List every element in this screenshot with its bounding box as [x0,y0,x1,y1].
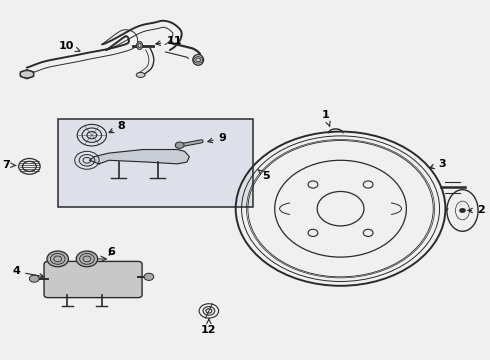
Circle shape [363,229,373,237]
Ellipse shape [447,190,478,231]
Text: 10: 10 [58,41,80,51]
Text: 12: 12 [201,319,217,334]
Circle shape [308,229,318,237]
Text: 5: 5 [258,169,270,181]
Text: 3: 3 [430,159,446,169]
Text: 11: 11 [156,36,182,46]
Ellipse shape [20,71,34,78]
Ellipse shape [136,72,145,77]
Text: 2: 2 [468,206,485,216]
Text: 9: 9 [208,133,226,143]
Circle shape [460,208,465,213]
FancyBboxPatch shape [44,261,142,298]
Circle shape [76,251,98,267]
Circle shape [144,273,154,280]
Polygon shape [89,149,189,164]
Ellipse shape [193,54,203,65]
Text: 4: 4 [12,266,44,278]
Circle shape [175,142,184,148]
Circle shape [363,181,373,188]
Bar [58,119,253,207]
Circle shape [29,275,39,282]
Text: 7: 7 [2,160,16,170]
Text: 6: 6 [107,247,115,257]
Text: 1: 1 [322,111,330,126]
Text: 8: 8 [109,121,125,132]
Ellipse shape [137,41,143,49]
Circle shape [47,251,69,267]
Circle shape [308,181,318,188]
Polygon shape [20,69,34,79]
